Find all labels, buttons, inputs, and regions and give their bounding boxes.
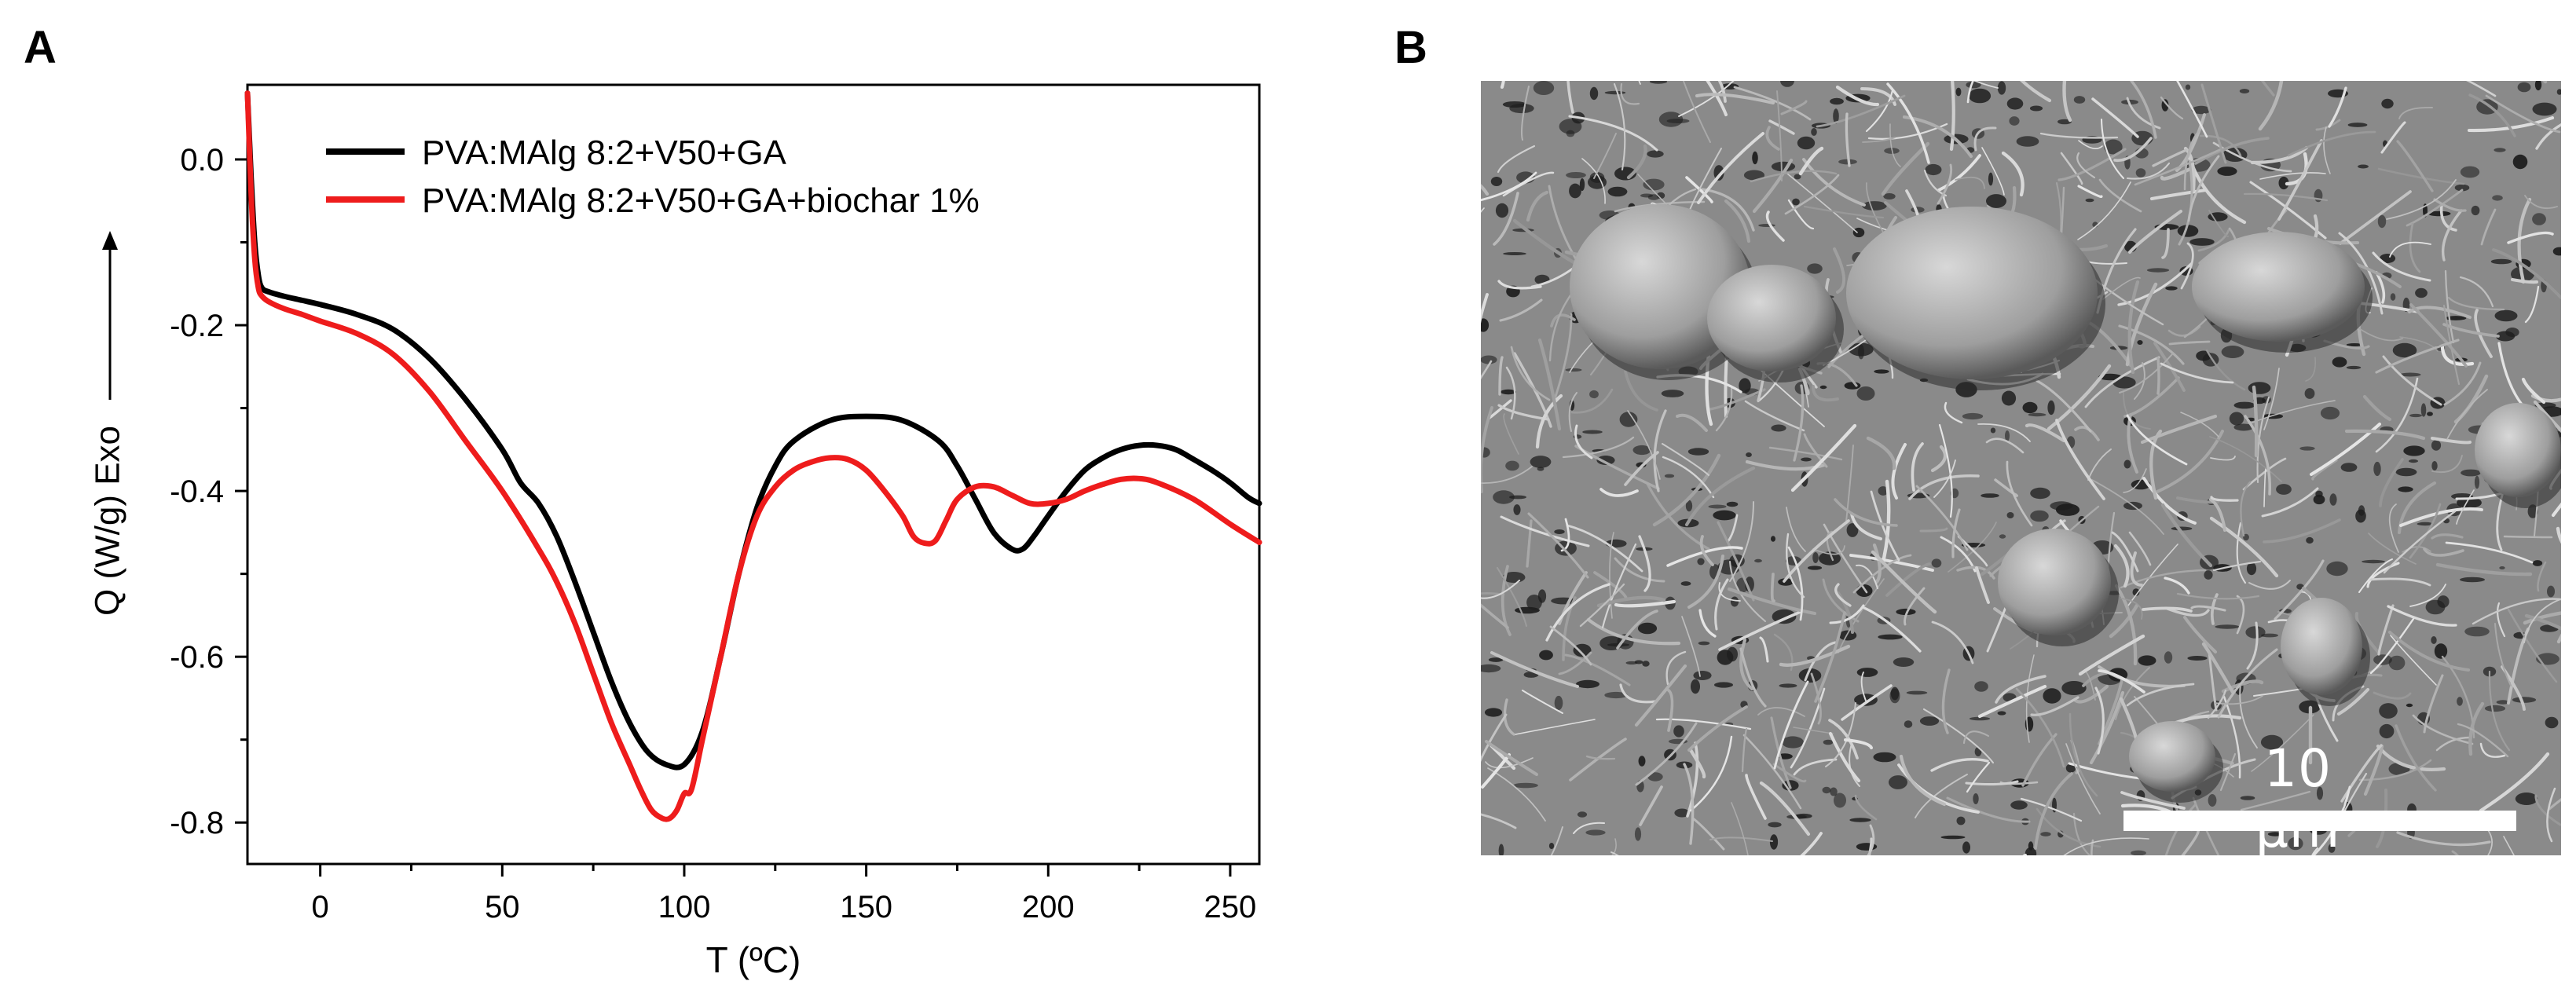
dsc-chart: 0 50 100 150 200 250 0.0 -0.2 -0.4 -0.6 -0.8 PVA:… (89, 83, 1262, 980)
scale-bar-label: 10 μm (2255, 738, 2340, 859)
sem-micrograph (1481, 81, 2561, 855)
x-axis-label: T (ºC) (706, 939, 801, 980)
sem-particle-large (1570, 204, 1750, 369)
series-line-pva-malg-biochar (244, 90, 1262, 822)
sem-particle (2129, 721, 2215, 792)
x-tick-label: 250 (1204, 890, 1257, 924)
x-tick-label: 100 (658, 890, 711, 924)
y-axis: 0.0 -0.2 -0.4 -0.6 -0.8 (170, 143, 247, 840)
legend-label-2: PVA:MAlg 8:2+V50+GA+biochar 1% (422, 181, 980, 220)
sem-particle (1707, 265, 1836, 372)
scale-bar (2123, 811, 2516, 831)
sem-particles (1570, 204, 2561, 803)
series-layer (244, 90, 1262, 822)
x-tick-label: 50 (485, 890, 520, 924)
x-tick-label: 150 (840, 890, 892, 924)
exo-arrow-head (102, 231, 118, 250)
legend-label-1: PVA:MAlg 8:2+V50+GA (422, 134, 787, 172)
x-tick-label: 200 (1022, 890, 1075, 924)
sem-particle-elongated (1846, 207, 2098, 379)
y-axis-title: Q (W/g) Exo (89, 231, 127, 616)
legend: PVA:MAlg 8:2+V50+GA PVA:MAlg 8:2+V50+GA+… (326, 134, 980, 220)
sem-particle (2192, 232, 2365, 342)
y-tick-label: -0.2 (170, 309, 224, 343)
x-axis: 0 50 100 150 200 250 (312, 864, 1257, 924)
panel-b-label: B (1394, 22, 1427, 73)
y-tick-label: -0.6 (170, 640, 224, 675)
y-tick-label: 0.0 (180, 143, 224, 178)
x-tick-label: 0 (312, 890, 329, 924)
sem-particle (1998, 529, 2111, 635)
sem-pores (1481, 81, 2561, 855)
plot-frame (246, 83, 1261, 866)
sem-particle (2475, 403, 2561, 497)
sem-particle (2281, 598, 2362, 695)
y-tick-label: -0.4 (170, 474, 224, 509)
y-axis-label: Q (W/g) Exo (89, 426, 127, 616)
y-tick-label: -0.8 (170, 806, 224, 840)
panel-a-label: A (24, 22, 57, 73)
